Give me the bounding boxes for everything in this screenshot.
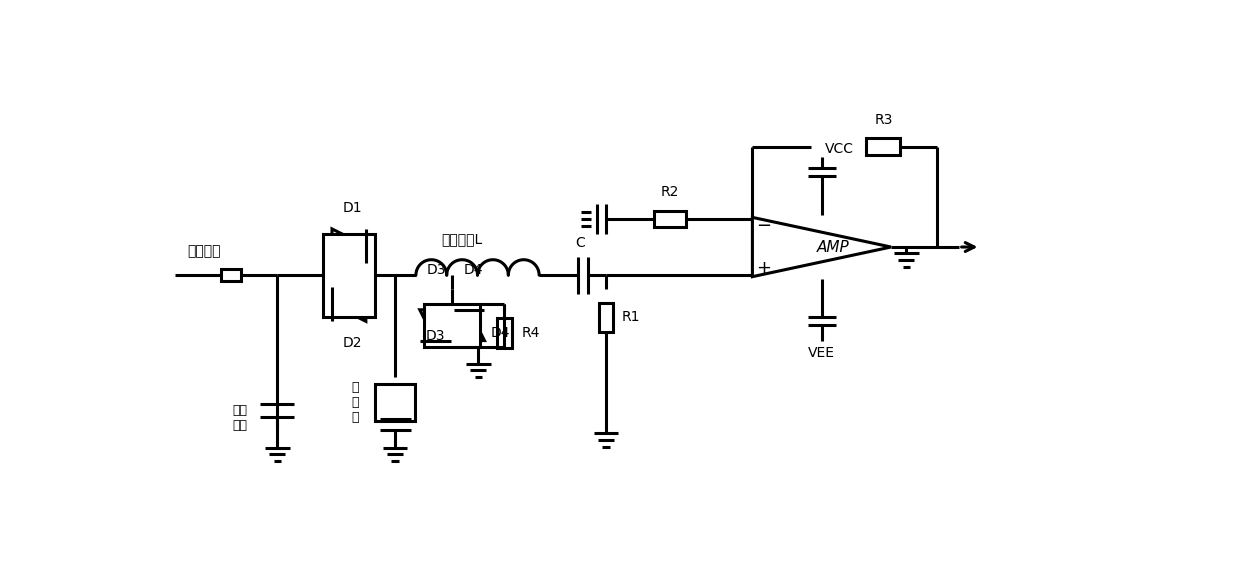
Text: D2: D2 [343, 336, 363, 350]
Text: D3: D3 [427, 264, 446, 277]
Bar [866, 139, 901, 155]
Polygon shape [332, 229, 366, 263]
Text: C: C [575, 237, 585, 250]
Text: R1: R1 [622, 311, 641, 324]
Text: +: + [756, 259, 771, 277]
Bar [497, 318, 512, 347]
Text: R4: R4 [522, 326, 540, 340]
Bar [598, 303, 613, 332]
Bar [322, 234, 375, 317]
Text: −: − [756, 217, 771, 235]
Text: R2: R2 [660, 185, 679, 199]
Bar [221, 269, 242, 281]
Polygon shape [453, 310, 484, 340]
Bar [425, 304, 479, 347]
Bar [375, 384, 415, 421]
Bar [654, 211, 686, 227]
Text: D1: D1 [343, 201, 363, 215]
Text: 换
能
器: 换 能 器 [352, 380, 359, 423]
Text: VEE: VEE [808, 346, 835, 360]
Text: VCC: VCC [825, 142, 854, 156]
Text: 匹配
电容: 匹配 电容 [233, 403, 248, 431]
Text: D4: D4 [491, 326, 510, 340]
Polygon shape [752, 217, 891, 277]
Text: 功率电感L: 功率电感L [441, 232, 483, 246]
Text: R3: R3 [875, 112, 892, 127]
Text: AMP: AMP [817, 240, 850, 254]
Text: D3: D3 [425, 329, 445, 343]
Text: D4: D4 [463, 264, 483, 277]
Polygon shape [332, 288, 366, 321]
Polygon shape [420, 310, 451, 340]
Text: 发射信号: 发射信号 [187, 244, 221, 258]
